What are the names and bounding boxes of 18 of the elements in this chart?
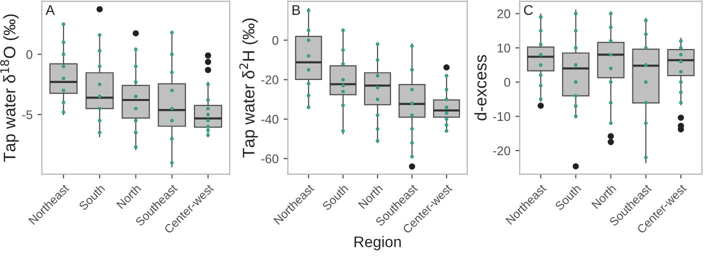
y-tick-label: 10 bbox=[498, 44, 510, 53]
y-tick-label: 0 bbox=[272, 36, 278, 45]
y-tick-label: 0 bbox=[504, 78, 510, 87]
y-tick-label: -40 bbox=[261, 114, 278, 124]
y-axis-title: Tap water δ$^{2}$H (‰) bbox=[239, 18, 258, 158]
chart-title: C bbox=[524, 5, 533, 15]
chart-title: B bbox=[292, 5, 300, 15]
y-tick-label: -20 bbox=[261, 75, 278, 84]
y-tick-label: -10 bbox=[493, 112, 510, 121]
chart-title: A bbox=[46, 5, 55, 15]
y-axis-title: Tap water δ$^{18}$O (‰) bbox=[0, 14, 19, 162]
y-tick-label: -20 bbox=[493, 146, 510, 156]
y-tick-label: 20 bbox=[497, 9, 510, 18]
y-tick-label: -60 bbox=[261, 154, 278, 164]
x-axis-title: Region bbox=[354, 236, 401, 250]
y-axis-title: d-excess bbox=[474, 55, 487, 120]
y-tick-label: -5 bbox=[22, 110, 32, 120]
y-tick-label: 0 bbox=[26, 50, 32, 59]
